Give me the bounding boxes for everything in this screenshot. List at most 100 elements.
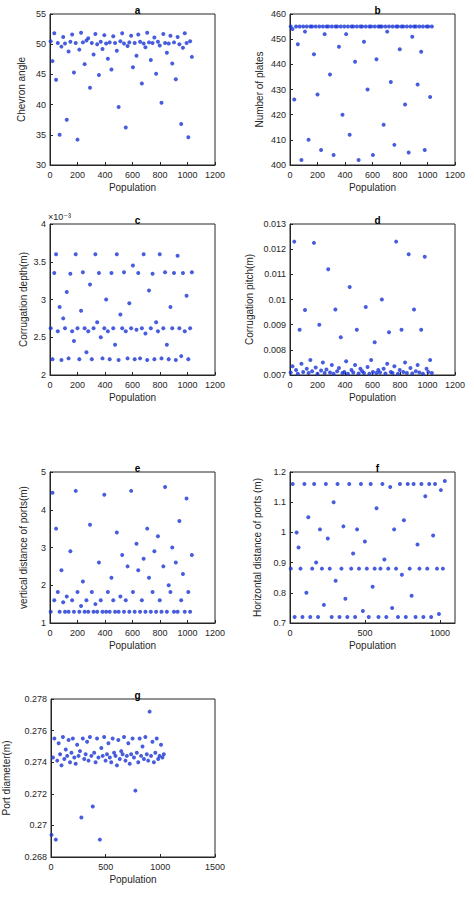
svg-text:e: e bbox=[135, 463, 141, 474]
svg-text:Population: Population bbox=[109, 874, 156, 885]
svg-text:500: 500 bbox=[98, 862, 113, 872]
svg-text:200: 200 bbox=[70, 380, 85, 390]
svg-text:30: 30 bbox=[36, 160, 46, 170]
svg-text:800: 800 bbox=[152, 170, 167, 180]
svg-text:0: 0 bbox=[47, 380, 52, 390]
svg-text:×10⁻³: ×10⁻³ bbox=[48, 212, 71, 222]
svg-text:Corrugation depth(m): Corrugation depth(m) bbox=[18, 252, 29, 347]
svg-text:40: 40 bbox=[36, 100, 46, 110]
svg-text:3: 3 bbox=[41, 543, 46, 553]
svg-text:0: 0 bbox=[47, 170, 52, 180]
svg-text:800: 800 bbox=[152, 380, 167, 390]
svg-text:1.1: 1.1 bbox=[273, 497, 286, 507]
svg-text:600: 600 bbox=[125, 628, 140, 638]
svg-text:0.9: 0.9 bbox=[273, 558, 286, 568]
svg-text:Corrugation pitch(m): Corrugation pitch(m) bbox=[244, 254, 255, 345]
svg-text:0: 0 bbox=[287, 380, 292, 390]
svg-text:1500: 1500 bbox=[205, 862, 225, 872]
svg-text:g: g bbox=[134, 690, 140, 701]
svg-text:1200: 1200 bbox=[205, 380, 225, 390]
svg-text:1200: 1200 bbox=[445, 380, 465, 390]
svg-text:0.268: 0.268 bbox=[24, 852, 47, 862]
svg-text:4: 4 bbox=[41, 505, 46, 515]
svg-text:a: a bbox=[135, 5, 141, 16]
svg-text:600: 600 bbox=[125, 170, 140, 180]
svg-text:800: 800 bbox=[392, 170, 407, 180]
svg-text:200: 200 bbox=[70, 170, 85, 180]
svg-text:200: 200 bbox=[310, 380, 325, 390]
svg-text:1000: 1000 bbox=[177, 380, 197, 390]
svg-text:0.272: 0.272 bbox=[24, 789, 47, 799]
svg-text:0.013: 0.013 bbox=[263, 219, 286, 229]
svg-text:600: 600 bbox=[365, 380, 380, 390]
svg-text:200: 200 bbox=[70, 628, 85, 638]
svg-text:d: d bbox=[374, 215, 380, 226]
svg-text:0.276: 0.276 bbox=[24, 726, 47, 736]
svg-text:0: 0 bbox=[47, 628, 52, 638]
svg-text:440: 440 bbox=[271, 59, 286, 69]
svg-text:460: 460 bbox=[271, 9, 286, 19]
svg-text:Horizontal distance of ports (: Horizontal distance of ports (m) bbox=[252, 478, 263, 617]
svg-text:1000: 1000 bbox=[177, 170, 197, 180]
svg-text:0.007: 0.007 bbox=[263, 370, 286, 380]
svg-text:400: 400 bbox=[337, 380, 352, 390]
svg-text:400: 400 bbox=[271, 160, 286, 170]
svg-text:0: 0 bbox=[287, 170, 292, 180]
svg-text:50: 50 bbox=[36, 39, 46, 49]
svg-text:1.2: 1.2 bbox=[273, 467, 286, 477]
svg-text:400: 400 bbox=[97, 380, 112, 390]
svg-text:Population: Population bbox=[109, 182, 156, 193]
svg-text:2: 2 bbox=[41, 370, 46, 380]
svg-text:1: 1 bbox=[41, 618, 46, 628]
svg-text:Population: Population bbox=[109, 392, 156, 403]
svg-text:800: 800 bbox=[152, 628, 167, 638]
svg-text:0.274: 0.274 bbox=[24, 757, 47, 767]
svg-text:Number of plates: Number of plates bbox=[254, 51, 265, 127]
svg-text:55: 55 bbox=[36, 9, 46, 19]
svg-text:c: c bbox=[135, 215, 141, 226]
svg-text:0.011: 0.011 bbox=[264, 269, 286, 279]
svg-text:0.01: 0.01 bbox=[268, 295, 286, 305]
svg-text:1000: 1000 bbox=[417, 380, 437, 390]
svg-text:500: 500 bbox=[357, 628, 372, 638]
svg-text:vertical distance of ports(m): vertical distance of ports(m) bbox=[18, 486, 29, 609]
svg-text:600: 600 bbox=[365, 170, 380, 180]
svg-text:400: 400 bbox=[337, 170, 352, 180]
svg-text:430: 430 bbox=[271, 85, 286, 95]
svg-text:1200: 1200 bbox=[205, 628, 225, 638]
svg-text:0.27: 0.27 bbox=[29, 820, 47, 830]
svg-text:Population: Population bbox=[349, 640, 396, 651]
svg-text:35: 35 bbox=[36, 130, 46, 140]
svg-text:600: 600 bbox=[125, 380, 140, 390]
svg-text:0.012: 0.012 bbox=[263, 244, 286, 254]
svg-text:Port diameter(m): Port diameter(m) bbox=[1, 740, 12, 815]
svg-text:5: 5 bbox=[41, 467, 46, 477]
svg-text:200: 200 bbox=[310, 170, 325, 180]
svg-text:400: 400 bbox=[97, 170, 112, 180]
svg-text:0.8: 0.8 bbox=[273, 588, 286, 598]
svg-text:1200: 1200 bbox=[445, 170, 465, 180]
svg-text:1000: 1000 bbox=[430, 628, 450, 638]
svg-text:2: 2 bbox=[41, 580, 46, 590]
svg-text:3.5: 3.5 bbox=[33, 257, 46, 267]
svg-text:3: 3 bbox=[41, 295, 46, 305]
svg-text:Population: Population bbox=[349, 182, 396, 193]
svg-text:1000: 1000 bbox=[150, 862, 170, 872]
svg-text:1000: 1000 bbox=[177, 628, 197, 638]
svg-text:45: 45 bbox=[36, 69, 46, 79]
svg-text:0: 0 bbox=[287, 628, 292, 638]
svg-text:0.008: 0.008 bbox=[263, 345, 286, 355]
svg-text:410: 410 bbox=[271, 135, 286, 145]
svg-text:0.009: 0.009 bbox=[263, 320, 286, 330]
svg-text:f: f bbox=[376, 463, 380, 474]
svg-text:4: 4 bbox=[41, 219, 46, 229]
svg-text:Population: Population bbox=[109, 640, 156, 651]
svg-text:b: b bbox=[374, 5, 380, 16]
svg-text:800: 800 bbox=[392, 380, 407, 390]
svg-text:1200: 1200 bbox=[205, 170, 225, 180]
svg-text:2.5: 2.5 bbox=[33, 332, 46, 342]
svg-text:420: 420 bbox=[271, 110, 286, 120]
svg-text:1000: 1000 bbox=[417, 170, 437, 180]
svg-text:Population: Population bbox=[349, 392, 396, 403]
svg-text:0: 0 bbox=[48, 862, 53, 872]
